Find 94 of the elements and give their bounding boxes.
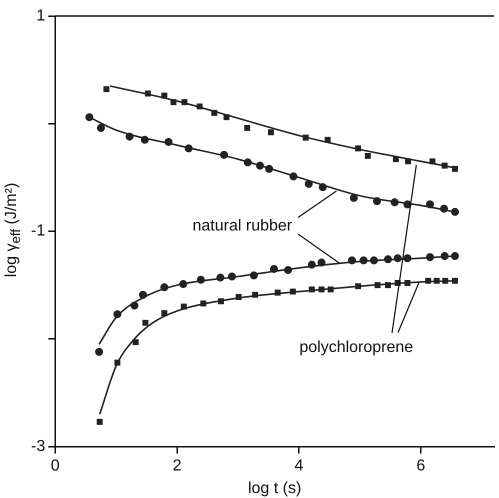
point [350, 194, 358, 202]
point [364, 152, 371, 159]
point [403, 254, 412, 262]
point [404, 280, 410, 286]
point [324, 136, 331, 143]
point [130, 302, 138, 310]
point [451, 208, 459, 216]
point [95, 348, 104, 356]
point [308, 286, 315, 292]
point [244, 124, 250, 131]
point [160, 283, 168, 292]
point [318, 286, 325, 292]
point [405, 158, 412, 164]
point [144, 90, 151, 96]
point [425, 278, 432, 284]
point [114, 360, 120, 366]
point [138, 290, 147, 299]
annotation: natural rubber [192, 217, 293, 234]
point [274, 290, 281, 296]
point [348, 256, 356, 264]
point [218, 298, 224, 304]
point [440, 252, 449, 260]
point [96, 124, 105, 132]
point [211, 110, 218, 116]
point [216, 274, 224, 282]
point [161, 92, 168, 99]
point [440, 204, 448, 213]
point [268, 129, 274, 136]
point [442, 278, 448, 284]
point [96, 418, 103, 425]
point [290, 172, 298, 180]
point [256, 162, 264, 170]
point [284, 266, 292, 274]
point [184, 144, 193, 152]
x-tick-label: 4 [294, 458, 304, 475]
point [142, 320, 148, 326]
point [290, 288, 296, 295]
point [442, 162, 448, 169]
point [390, 198, 399, 206]
x-tick-label: 2 [172, 458, 182, 475]
point [328, 286, 334, 292]
point [200, 300, 206, 306]
point [355, 145, 362, 152]
point [113, 310, 122, 318]
point [426, 200, 434, 208]
annotation: polychloroprene [299, 338, 414, 356]
point [452, 278, 458, 284]
point [384, 255, 392, 264]
point [384, 282, 391, 288]
point [196, 103, 203, 110]
point [434, 278, 440, 284]
point [164, 138, 173, 146]
point [196, 276, 205, 284]
point [318, 258, 326, 267]
point [228, 272, 236, 281]
point [161, 310, 168, 316]
y-tick-label: -3 [30, 438, 46, 456]
point [302, 134, 309, 141]
point [355, 283, 362, 290]
point [304, 180, 313, 188]
point [223, 114, 230, 120]
point [270, 264, 278, 273]
point [85, 113, 94, 122]
point [252, 292, 258, 298]
point [170, 99, 176, 106]
point [370, 256, 378, 264]
point [220, 150, 228, 159]
point [452, 166, 458, 172]
point [426, 253, 434, 262]
y-tick-label: -1 [30, 222, 46, 240]
x-tick-label: 0 [50, 458, 60, 475]
point [244, 158, 252, 166]
y-tick-label: 1 [36, 7, 46, 24]
x-tick-label: 6 [416, 458, 426, 475]
point [126, 132, 134, 141]
point [179, 280, 188, 288]
point [392, 156, 399, 162]
point [308, 260, 316, 269]
point [374, 282, 381, 288]
point [180, 304, 187, 310]
point [318, 183, 327, 192]
point [394, 254, 402, 262]
point [429, 158, 436, 164]
point [372, 197, 381, 206]
point [132, 339, 139, 346]
point [140, 136, 149, 144]
point [360, 256, 368, 264]
point [250, 271, 258, 280]
point [236, 294, 242, 300]
point [265, 164, 274, 173]
point [103, 86, 110, 92]
point [451, 252, 459, 260]
point [181, 99, 188, 106]
x-axis-title: log t (s) [248, 480, 302, 497]
